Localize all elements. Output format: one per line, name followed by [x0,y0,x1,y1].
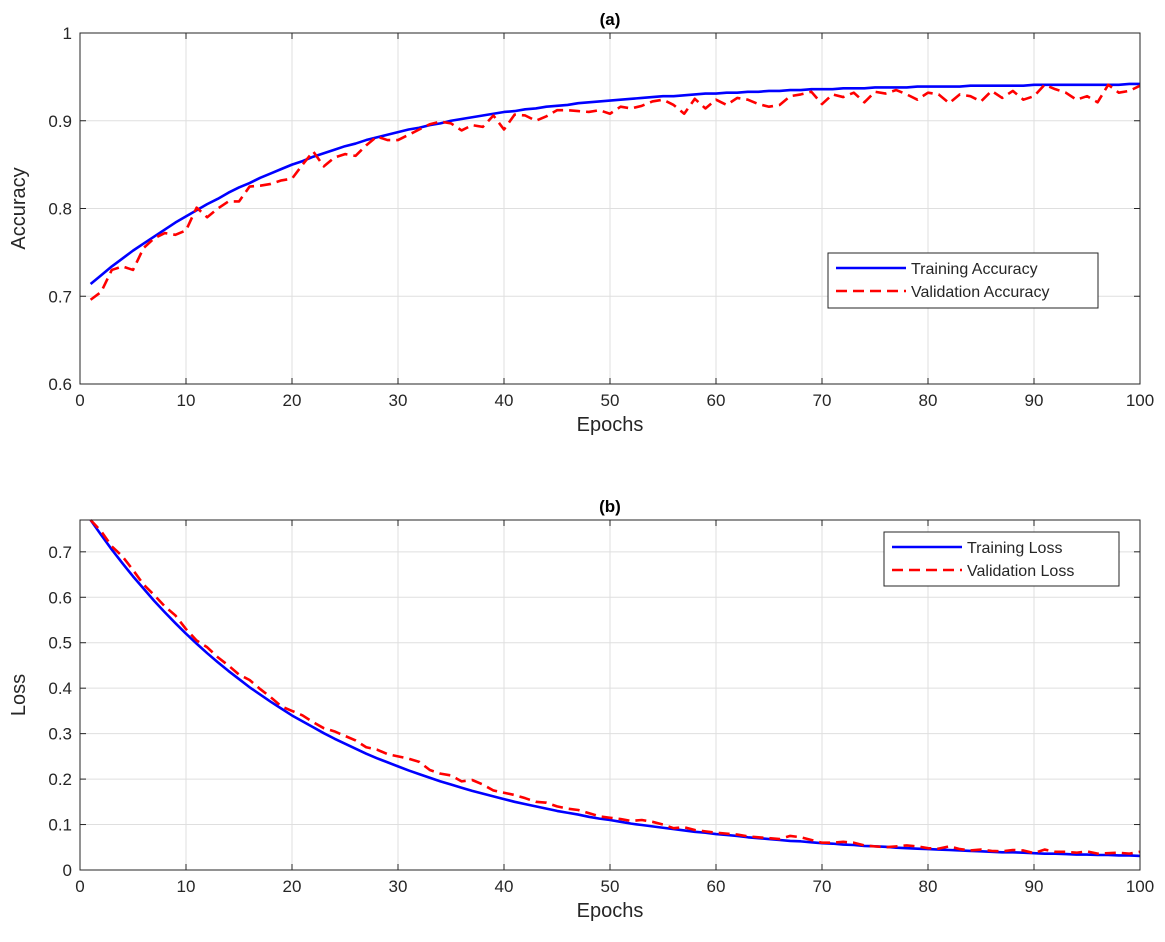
chart-title: (a) [600,10,621,29]
y-tick-label: 1 [63,24,72,43]
legend-box [827,252,1099,309]
x-tick-label: 20 [283,877,302,896]
x-axis-label: Epochs [577,414,644,436]
y-tick-label: 0.3 [48,725,72,744]
x-tick-label: 70 [813,877,832,896]
x-tick-label: 60 [707,391,726,410]
legend-label: Training Accuracy [911,261,1038,278]
y-tick-label: 0.2 [48,770,72,789]
series-line-training [89,82,1140,285]
y-tick-label: 0.9 [48,112,72,131]
legend: Training Accuracy Validation Accuracy [827,252,1099,309]
x-tick-label: 80 [919,877,938,896]
y-tick-label: 0.1 [48,816,72,835]
x-tick-label: 50 [601,391,620,410]
x-tick-label: 0 [75,877,84,896]
x-tick-label: 60 [707,877,726,896]
loss-chart: 0 10 20 30 40 50 60 70 80 90 100 0 0.1 0.2 0.3 0.4 0.5 0.… [8,497,1154,922]
y-tick-label: 0 [63,861,72,880]
legend-label: Validation Loss [967,563,1074,580]
x-tick-label: 40 [495,391,514,410]
y-tick-label: 0.6 [48,588,72,607]
legend-label: Training Loss [967,540,1062,557]
chart-title: (b) [599,497,621,516]
legend-label: Validation Accuracy [911,284,1049,301]
y-tick-label: 0.4 [48,679,72,698]
accuracy-chart: 0 10 20 30 40 50 60 70 80 90 100 0.6 0.7 0.8 0.9 1 (a) Ep… [8,10,1154,436]
y-axis-label: Accuracy [8,167,30,249]
y-tick-label: 0.7 [48,543,72,562]
x-tick-label: 30 [389,877,408,896]
x-tick-label: 70 [813,391,832,410]
x-tick-label: 10 [177,391,196,410]
y-axis-label: Loss [8,674,30,716]
x-tick-label: 100 [1126,877,1154,896]
x-tick-label: 80 [919,391,938,410]
legend-box [883,531,1120,587]
x-tick-label: 90 [1025,391,1044,410]
x-tick-label: 50 [601,877,620,896]
x-tick-label: 100 [1126,391,1154,410]
x-tick-label: 30 [389,391,408,410]
y-tick-label: 0.5 [48,634,72,653]
x-tick-label: 90 [1025,877,1044,896]
series-line-validation [89,83,1141,301]
x-tick-label: 0 [75,391,84,410]
series-line-training [89,519,1141,858]
y-tick-label: 0.7 [48,287,72,306]
x-axis-label: Epochs [577,900,644,922]
legend: Training Loss Validation Loss [883,531,1120,587]
x-tick-label: 20 [283,391,302,410]
x-tick-label: 10 [177,877,196,896]
x-tick-label: 40 [495,877,514,896]
y-tick-label: 0.6 [48,375,72,394]
y-tick-label: 0.8 [48,200,72,219]
series-line-validation [89,519,1141,855]
